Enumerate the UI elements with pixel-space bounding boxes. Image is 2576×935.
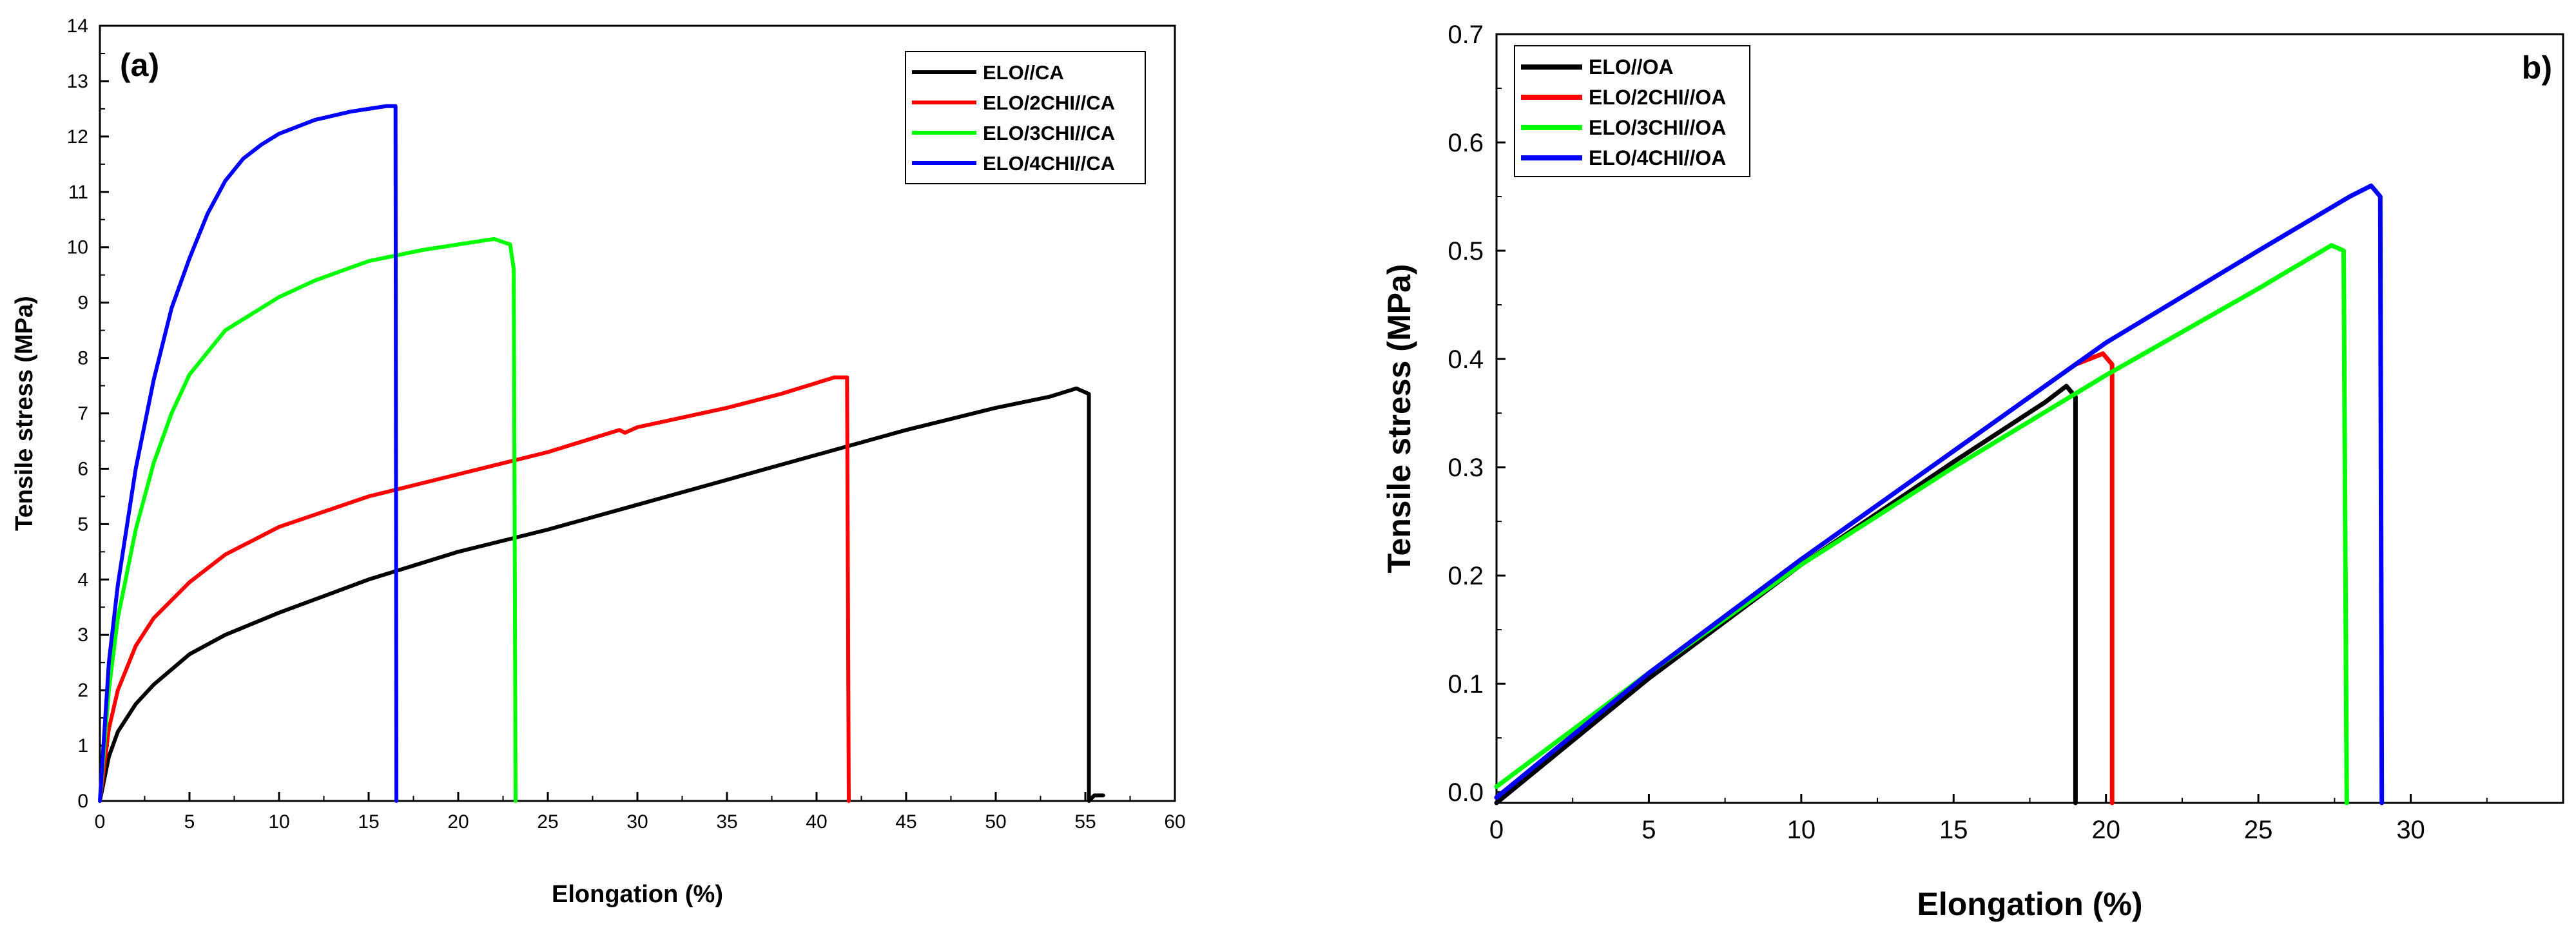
y-tick-label: 0.5 [1448,237,1484,265]
y-tick-label: 0 [77,791,88,812]
panel-a-y-axis-title: Tensile stress (MPa) [11,296,38,531]
series-line-elo-4chi-ca [98,104,399,803]
panel-a-series-group [98,104,1105,803]
legend-label: ELO/4CHI//CA [983,152,1115,175]
y-tick-label: 14 [67,15,88,37]
legend-label: ELO//CA [983,61,1064,84]
x-tick-label: 60 [1164,811,1185,833]
series-line-elo-2chi-ca [98,375,851,803]
x-tick-label: 25 [537,811,558,833]
panel-a-label: (a) [120,47,159,83]
series-line-elo-ca [98,386,1105,803]
x-tick-label: 55 [1074,811,1096,833]
y-tick-label: 12 [67,126,88,148]
x-tick-label: 25 [2244,816,2273,844]
y-tick-label: 10 [67,237,88,258]
x-tick-label: 10 [268,811,289,833]
panel-b-x-tick-labels: 0 5 10 15 20 25 30 [1489,816,2425,844]
y-tick-label: 11 [68,182,88,203]
y-tick-label: 0.4 [1448,345,1484,374]
panel-b-chart: 0 5 10 15 20 25 30 0.0 0.1 0.2 0.3 0.4 0.5 0.6 0.7 b)… [1381,21,2564,922]
series-line-elo-3chi-oa [1494,243,2349,805]
x-tick-label: 0 [1489,816,1504,844]
x-tick-label: 35 [716,811,737,833]
y-tick-label: 0.6 [1448,129,1484,157]
panel-b-x-axis-title: Elongation (%) [1917,886,2143,922]
panel-b-y-axis-title: Tensile stress (MPa) [1381,264,1417,574]
x-tick-label: 45 [895,811,916,833]
y-tick-label: 5 [77,514,88,535]
panel-a-x-tick-labels: 0 5 10 15 20 25 30 35 40 45 50 55 60 [95,811,1186,833]
legend-label: ELO/2CHI//CA [983,92,1115,114]
legend-label: ELO/3CHI//OA [1589,116,1726,139]
x-tick-label: 0 [95,811,106,833]
panel-b-label: b) [2522,50,2552,86]
y-tick-label: 0.1 [1448,670,1484,699]
x-tick-label: 15 [358,811,379,833]
panel-a-chart: 0 5 10 15 20 25 30 35 40 45 50 55 60 012345678910111… [11,15,1186,908]
y-tick-label: 0.7 [1448,21,1484,49]
x-tick-label: 5 [1641,816,1656,844]
y-tick-label: 2 [77,680,88,701]
panel-b-axis-ticks [1495,33,2488,803]
legend-label: ELO/4CHI//OA [1589,146,1726,169]
y-tick-label: 0.3 [1448,454,1484,482]
y-tick-label: 1 [77,735,88,757]
x-tick-label: 20 [447,811,469,833]
y-tick-label: 9 [77,293,88,314]
panel-a-x-axis-title: Elongation (%) [552,881,723,908]
y-tick-label: 0.2 [1448,562,1484,590]
panel-b-y-tick-labels: 0.0 0.1 0.2 0.3 0.4 0.5 0.6 0.7 [1448,21,1484,807]
y-tick-label: 6 [77,458,88,479]
y-tick-label: 8 [77,348,88,369]
x-tick-label: 30 [626,811,648,833]
x-tick-label: 50 [985,811,1006,833]
y-tick-label: 7 [77,403,88,425]
x-tick-label: 40 [806,811,827,833]
legend-label: ELO//OA [1589,55,1674,79]
series-line-elo-3chi-ca [98,236,518,803]
y-tick-label: 13 [67,71,88,92]
panel-b-legend: ELO//OA ELO/2CHI//OA ELO/3CHI//OA ELO/4CHI/… [1514,45,1750,177]
panel-a-legend: ELO//CA ELO/2CHI//CA ELO/3CHI//CA ELO/4CHI/… [905,51,1146,184]
legend-label: ELO/2CHI//OA [1589,86,1726,109]
panel-b-series-group [1494,183,2385,805]
x-tick-label: 30 [2396,816,2425,844]
legend-label: ELO/3CHI//CA [983,122,1115,144]
y-tick-label: 0.0 [1448,778,1484,807]
x-tick-label: 20 [2091,816,2120,844]
x-tick-label: 15 [1939,816,1968,844]
y-tick-label: 3 [77,624,88,646]
y-tick-label: 4 [77,569,88,590]
x-tick-label: 5 [184,811,195,833]
x-tick-label: 10 [1787,816,1816,844]
series-line-elo-4chi-oa [1494,183,2385,805]
panel-a-axis-ticks [99,24,1176,802]
